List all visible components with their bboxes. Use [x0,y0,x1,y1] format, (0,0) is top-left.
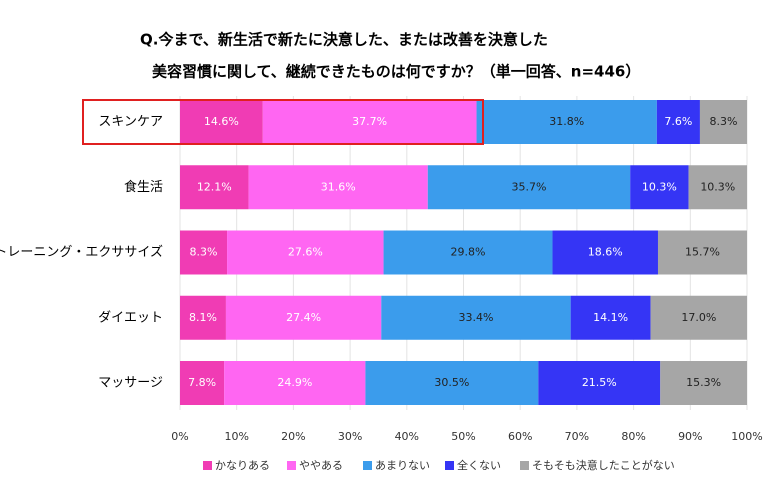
value-label: 17.0% [681,311,716,324]
y-tick-label: 食生活 [124,179,163,195]
legend-swatch [520,461,529,470]
value-label: 18.6% [588,246,623,259]
bar-segment [427,165,631,210]
bar-segment [656,100,700,144]
highlight-box [82,99,484,145]
value-label: 14.6% [204,115,239,128]
bar-segment [699,100,747,144]
bar-segment [224,361,366,405]
legend-swatch [287,461,296,470]
value-label: 35.7% [512,180,547,193]
value-label: 33.4% [458,311,493,324]
bar-segment [383,230,553,275]
legend-swatch [203,461,212,470]
value-label: 8.3% [709,115,737,128]
value-label: 31.8% [549,115,584,128]
bar-segment [538,361,661,405]
bar-segment [180,361,225,405]
bar-segment [227,230,384,275]
bar-segment [650,295,747,340]
value-label: 14.1% [593,311,628,324]
value-label: 10.3% [642,180,677,193]
legend-label: かなりある [215,459,270,472]
bar-segment [365,361,539,405]
x-tick-label: 70% [565,430,589,443]
x-tick-label: 60% [508,430,532,443]
x-tick-label: 30% [338,430,362,443]
value-label: 27.4% [286,311,321,324]
bar-segment [248,165,428,210]
bar-segment [660,361,747,405]
bar-segment [225,295,382,340]
x-tick-label: 100% [731,430,762,443]
bar-segment [570,295,651,340]
value-label: 29.8% [451,246,486,259]
value-label: 30.5% [434,376,469,389]
chart-title: 美容習慣に関して、継続できたものは何ですか？（単一回答、n=446） [152,63,640,81]
y-tick-label: スキンケア [98,115,163,130]
value-label: 7.8% [188,376,216,389]
value-label: 21.5% [582,376,617,389]
y-tick-label: ダイエット [98,310,163,325]
x-tick-label: 0% [171,430,188,443]
value-label: 8.1% [189,311,217,324]
legend-label: 全くない [457,458,501,472]
bar-segment [688,165,747,210]
bar-segment [262,100,477,144]
bar-segment [552,230,658,275]
value-label: 12.1% [197,180,232,193]
value-label: 8.3% [190,246,218,259]
value-label: 27.6% [288,246,323,259]
legend-label: あまりない [375,459,430,472]
value-label: 15.3% [686,376,721,389]
bar-segment [630,165,689,210]
value-label: 7.6% [664,115,692,128]
y-tick-label: マッサージ [98,376,163,391]
bar-segment [476,100,657,144]
value-label: 15.7% [685,246,720,259]
x-tick-label: 20% [281,430,305,443]
bar-segment [180,165,249,210]
x-tick-label: 90% [678,430,702,443]
bar-segment [180,295,226,340]
legend-swatch [363,461,372,470]
bar-segment [657,230,747,275]
value-label: 31.6% [321,180,356,193]
x-tick-label: 50% [451,430,475,443]
bar-segment [180,100,263,144]
value-label: 10.3% [700,180,735,193]
x-tick-label: 10% [224,430,248,443]
legend-label: そもそも決意したことがない [532,458,675,472]
legend-swatch [445,461,454,470]
x-tick-label: 80% [621,430,645,443]
value-label: 24.9% [277,376,312,389]
value-label: 37.7% [352,115,387,128]
legend-label: ややある [299,459,343,472]
bar-segment [180,230,228,275]
y-tick-label: トレーニング・エクササイズ [0,244,163,260]
chart-title: Q.今まで、新生活で新たに決意した、または改善を決意した [140,31,548,49]
bar-segment [381,295,571,340]
x-tick-label: 40% [395,430,419,443]
